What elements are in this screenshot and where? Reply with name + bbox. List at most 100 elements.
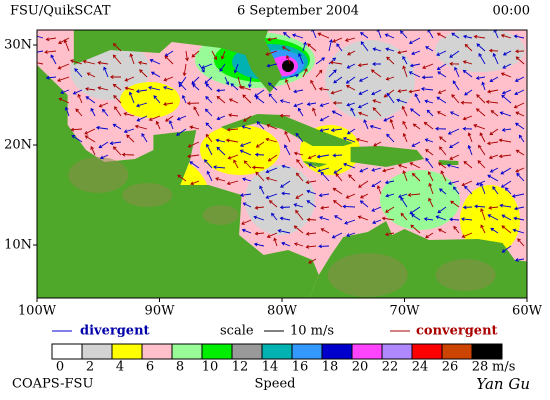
wind-vector <box>328 69 337 78</box>
wind-vector <box>266 232 278 238</box>
wind-vector <box>369 124 382 130</box>
wind-vector <box>74 68 83 78</box>
wind-vector <box>134 124 148 130</box>
wind-vector <box>478 53 486 65</box>
wind-vector <box>447 128 460 135</box>
wind-vector <box>370 69 382 78</box>
time: 00:00 <box>493 4 530 19</box>
wind-vector <box>386 92 395 104</box>
colorbar-swatch <box>441 343 473 360</box>
wind-vector <box>254 89 265 97</box>
wind-vector <box>182 63 187 77</box>
wind-vector <box>90 107 96 117</box>
wind-vector <box>411 141 421 147</box>
wind-vector <box>205 122 213 130</box>
wind-vector <box>254 152 265 157</box>
colorbar-swatch <box>141 343 173 360</box>
wind-vector <box>255 96 265 104</box>
wind-vector <box>346 63 356 69</box>
wind-vector <box>233 159 239 169</box>
colorbar-label: 10 <box>202 360 219 375</box>
wind-vector <box>60 89 70 95</box>
wind-vector <box>148 85 161 91</box>
wind-vector <box>480 208 486 221</box>
map-body <box>37 30 527 298</box>
wind-vector <box>228 113 239 118</box>
wind-vector <box>426 109 434 117</box>
wind-vector <box>271 212 278 221</box>
wind-vector <box>357 215 369 221</box>
colorbar-swatch <box>171 343 203 360</box>
credit: COAPS-FSU <box>12 377 93 392</box>
wind-vector <box>319 128 330 133</box>
wind-vector <box>320 228 330 234</box>
wind-vector <box>281 241 291 247</box>
wind-vector <box>462 126 473 131</box>
wind-vector <box>501 94 512 104</box>
wind-vector <box>489 128 499 136</box>
wind-vector <box>265 50 278 56</box>
land <box>73 30 282 93</box>
wind-vector <box>498 154 512 159</box>
wind-vector <box>318 86 330 91</box>
lon-label: 60W <box>512 304 543 319</box>
wind-vector <box>102 108 109 117</box>
colorbar-label: 18 <box>322 360 339 375</box>
wind-vector <box>462 34 473 39</box>
wind-vector <box>213 165 226 170</box>
wind-vector <box>265 193 278 199</box>
wind-vector <box>330 128 343 133</box>
wind-vector <box>500 167 512 175</box>
wind-vector <box>206 170 213 182</box>
wind-vector <box>518 134 525 143</box>
wind-vector <box>239 149 252 156</box>
wind-vector <box>138 60 148 65</box>
wind-vector <box>488 205 499 210</box>
wind-vector <box>112 146 122 156</box>
wind-vector <box>358 76 369 82</box>
wind-vector <box>227 154 239 160</box>
wind-vector <box>450 200 460 208</box>
wind-vector <box>476 43 486 52</box>
wind-vector <box>384 180 395 185</box>
wind-vector <box>97 86 109 91</box>
wind-vector <box>239 193 252 198</box>
wind-vector <box>141 132 148 143</box>
wind-vector <box>330 89 343 95</box>
wind-vector <box>279 205 291 210</box>
wind-vector <box>37 35 44 39</box>
wind-vector <box>306 189 317 195</box>
wind-vector <box>487 214 499 221</box>
wind-vector <box>84 128 96 135</box>
wind-vector <box>462 205 473 210</box>
wind-vector <box>424 99 434 104</box>
wind-vector <box>319 216 330 221</box>
wind-vector <box>150 71 161 78</box>
convergent-label: convergent <box>416 324 498 339</box>
wind-vector <box>514 122 525 130</box>
wind-vector <box>449 50 460 58</box>
wind-vector <box>346 232 356 237</box>
wind-vector <box>215 138 226 143</box>
wind-vector <box>513 102 525 109</box>
wind-vector <box>242 202 252 208</box>
wind-vector <box>382 167 395 173</box>
wind-vector <box>267 82 278 91</box>
wind-vector <box>215 177 226 182</box>
scale-value: 10 m/s <box>290 324 334 339</box>
wind-vector <box>360 32 369 39</box>
wind-vector <box>176 128 187 136</box>
wind-vector <box>487 174 499 182</box>
terrain <box>122 183 173 207</box>
wind-vector <box>126 134 135 143</box>
wind-vector <box>216 88 226 93</box>
wind-vector <box>295 172 304 182</box>
wind-vector <box>112 83 122 91</box>
wind-vector <box>320 171 330 182</box>
wind-vector <box>428 182 434 195</box>
wind-vector <box>219 63 226 72</box>
wind-vector <box>306 217 317 222</box>
wind-vector <box>163 76 174 82</box>
wind-vector <box>511 193 525 198</box>
wind-vector <box>58 37 70 44</box>
